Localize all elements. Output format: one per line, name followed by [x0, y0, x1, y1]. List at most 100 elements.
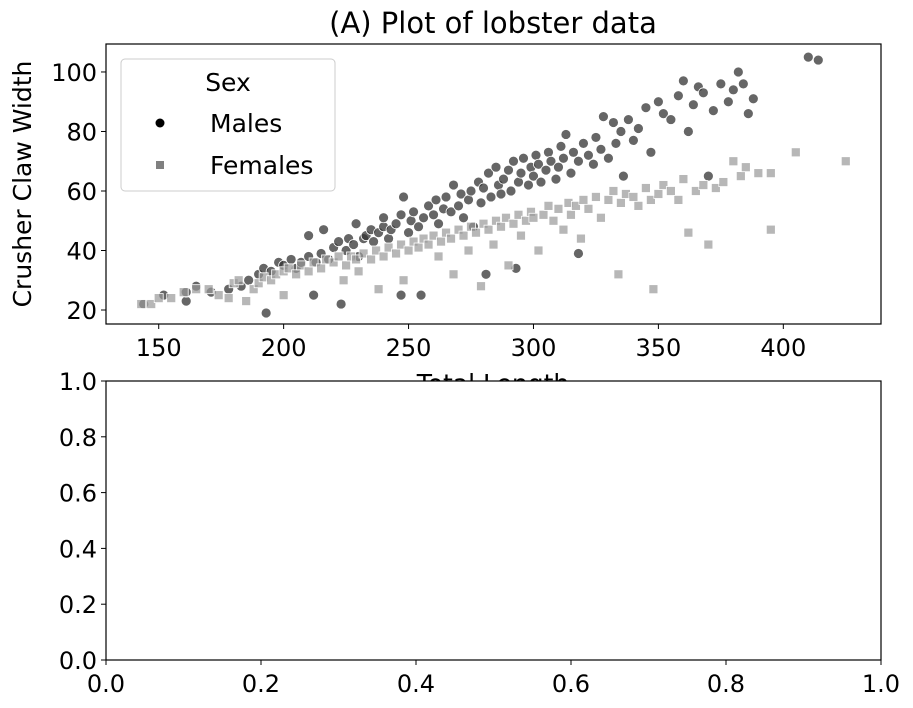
axes-frame: [105, 380, 882, 661]
data-point: [441, 227, 451, 238]
data-point: [690, 186, 701, 196]
data-point: [445, 206, 457, 218]
legend-label-females: Females: [210, 151, 313, 180]
data-point: [735, 171, 746, 182]
y-tick-label: 0.0: [59, 647, 97, 675]
data-point: [543, 200, 554, 211]
data-point: [398, 275, 409, 286]
data-point: [166, 293, 177, 304]
data-point: [358, 248, 369, 259]
data-point: [396, 239, 406, 250]
data-point: [446, 233, 456, 244]
data-point: [475, 197, 487, 209]
data-point: [616, 197, 626, 208]
data-point: [645, 195, 656, 205]
data-point: [483, 224, 494, 235]
x-tick-label: 0.4: [397, 670, 435, 698]
data-point: [383, 233, 394, 245]
data-point: [485, 191, 497, 203]
data-point: [553, 161, 564, 173]
data-point: [765, 168, 776, 179]
data-point: [707, 105, 719, 117]
data-point: [241, 296, 252, 306]
series-females: [136, 147, 851, 309]
legend-label-males: Males: [210, 109, 282, 138]
data-point: [350, 218, 362, 230]
data-point: [678, 174, 689, 184]
data-point: [453, 200, 464, 212]
legend-frame: [120, 58, 336, 192]
data-point: [578, 137, 589, 149]
data-point: [742, 108, 754, 120]
data-point: [418, 233, 429, 244]
data-point: [653, 189, 664, 199]
data-point: [540, 164, 552, 176]
data-point: [253, 278, 264, 289]
data-point: [583, 203, 594, 214]
data-point: [303, 230, 315, 242]
plot-area: [106, 381, 881, 660]
legend: Sex Males Females: [120, 58, 336, 192]
data-point: [528, 170, 539, 182]
data-point: [395, 209, 407, 221]
axes-bottom: 0.0 0.2 0.4 0.6 0.8 1.0 0.0 0.2 0.4 0.6 0.8 1.0: [59, 368, 900, 698]
data-point: [658, 180, 669, 190]
data-point: [478, 218, 489, 229]
data-point: [433, 251, 444, 262]
data-point: [503, 164, 514, 176]
data-point: [333, 251, 344, 262]
data-point: [641, 183, 651, 193]
data-point: [566, 209, 576, 220]
data-point: [508, 218, 519, 229]
data-point: [505, 185, 517, 197]
data-point: [578, 195, 589, 205]
data-point: [501, 212, 511, 223]
data-point: [516, 230, 526, 241]
data-point: [740, 162, 751, 173]
data-point: [753, 168, 764, 179]
data-point: [463, 194, 474, 206]
data-point: [308, 257, 319, 268]
data-point: [428, 209, 439, 221]
data-point: [560, 129, 572, 140]
data-point: [657, 108, 669, 120]
data-point: [530, 149, 542, 161]
data-point: [490, 161, 502, 173]
data-point: [555, 140, 567, 152]
data-point: [488, 239, 499, 250]
data-point: [348, 239, 359, 250]
data-point: [812, 54, 824, 66]
data-point: [565, 167, 577, 179]
data-point: [371, 245, 381, 256]
data-point: [353, 266, 364, 277]
data-point: [608, 117, 619, 128]
data-point: [368, 236, 379, 247]
data-point: [413, 242, 424, 253]
data-point: [316, 263, 327, 274]
data-point: [408, 236, 419, 247]
data-point: [430, 194, 442, 206]
data-point: [398, 191, 409, 203]
data-point: [558, 152, 569, 164]
data-point: [703, 239, 714, 250]
data-point: [476, 281, 486, 292]
data-point: [333, 236, 344, 247]
data-point: [491, 215, 501, 226]
data-point: [652, 96, 664, 108]
data-point: [448, 179, 459, 191]
data-point: [448, 269, 459, 280]
data-point: [715, 78, 727, 90]
y-tick-label: 40: [66, 238, 97, 266]
data-point: [243, 274, 255, 286]
data-point: [191, 284, 202, 295]
x-tick-label: 300: [511, 334, 557, 362]
legend-marker-males: [155, 118, 165, 128]
data-point: [687, 99, 699, 111]
data-point: [615, 126, 627, 137]
data-point: [576, 233, 586, 244]
data-point: [395, 289, 407, 301]
data-point: [683, 227, 694, 238]
x-tick-label: 250: [386, 334, 432, 362]
data-point: [466, 221, 476, 232]
data-point: [571, 200, 581, 211]
